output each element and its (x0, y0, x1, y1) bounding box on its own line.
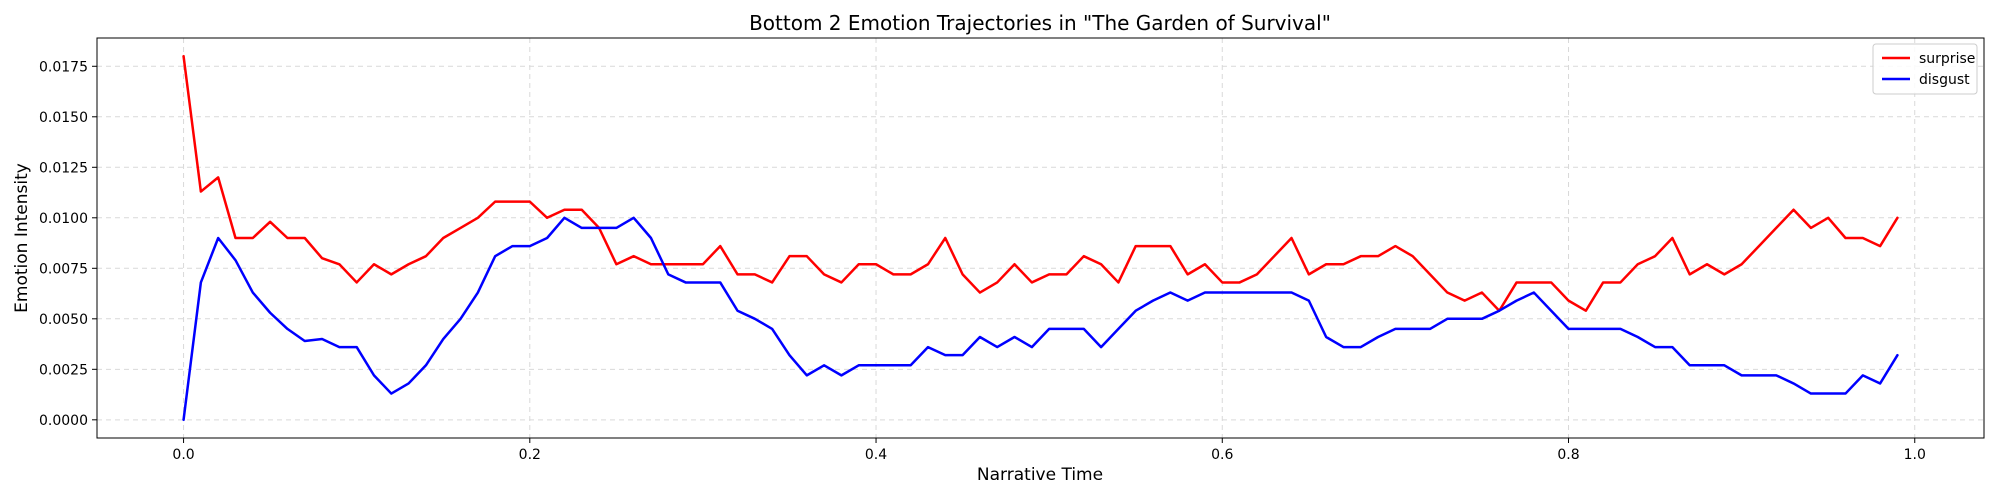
chart-title: Bottom 2 Emotion Trajectories in "The Ga… (749, 11, 1331, 35)
x-axis-ticks: 0.0 0.2 0.4 0.6 0.8 1.0 (172, 438, 1926, 463)
y-tick-label: 0.0075 (39, 261, 88, 277)
y-axis-label: Emotion Intensity (12, 163, 32, 313)
y-tick-label: 0.0025 (39, 362, 88, 378)
y-tick-label: 0.0150 (39, 110, 88, 126)
y-axis-ticks: 0.0000 0.0025 0.0050 0.0075 0.0100 0.0125 0.01… (39, 59, 97, 429)
plot-frame (96, 37, 1985, 439)
x-tick-label: 0.8 (1557, 447, 1579, 463)
x-tick-label: 0.2 (519, 447, 541, 463)
series-lines (182, 54, 1899, 422)
x-tick-label: 0.4 (865, 447, 887, 463)
grid (97, 38, 1984, 438)
y-tick-label: 0.0100 (39, 211, 88, 227)
series-line-surprise (182, 54, 1899, 312)
series-line-disgust (182, 216, 1899, 422)
y-tick-label: 0.0175 (39, 59, 88, 75)
x-axis-label: Narrative Time (977, 465, 1103, 485)
legend-label-disgust: disgust (1919, 72, 1970, 88)
legend-box (1872, 43, 1978, 95)
x-tick-label: 0.6 (1211, 447, 1233, 463)
legend-label-surprise: surprise (1919, 51, 1975, 67)
y-tick-label: 0.0000 (39, 413, 88, 429)
legend: surprise disgust (1872, 43, 1978, 95)
y-tick-label: 0.0125 (39, 160, 88, 176)
x-tick-label: 0.0 (172, 447, 194, 463)
x-tick-label: 1.0 (1904, 447, 1926, 463)
y-tick-label: 0.0050 (39, 312, 88, 328)
